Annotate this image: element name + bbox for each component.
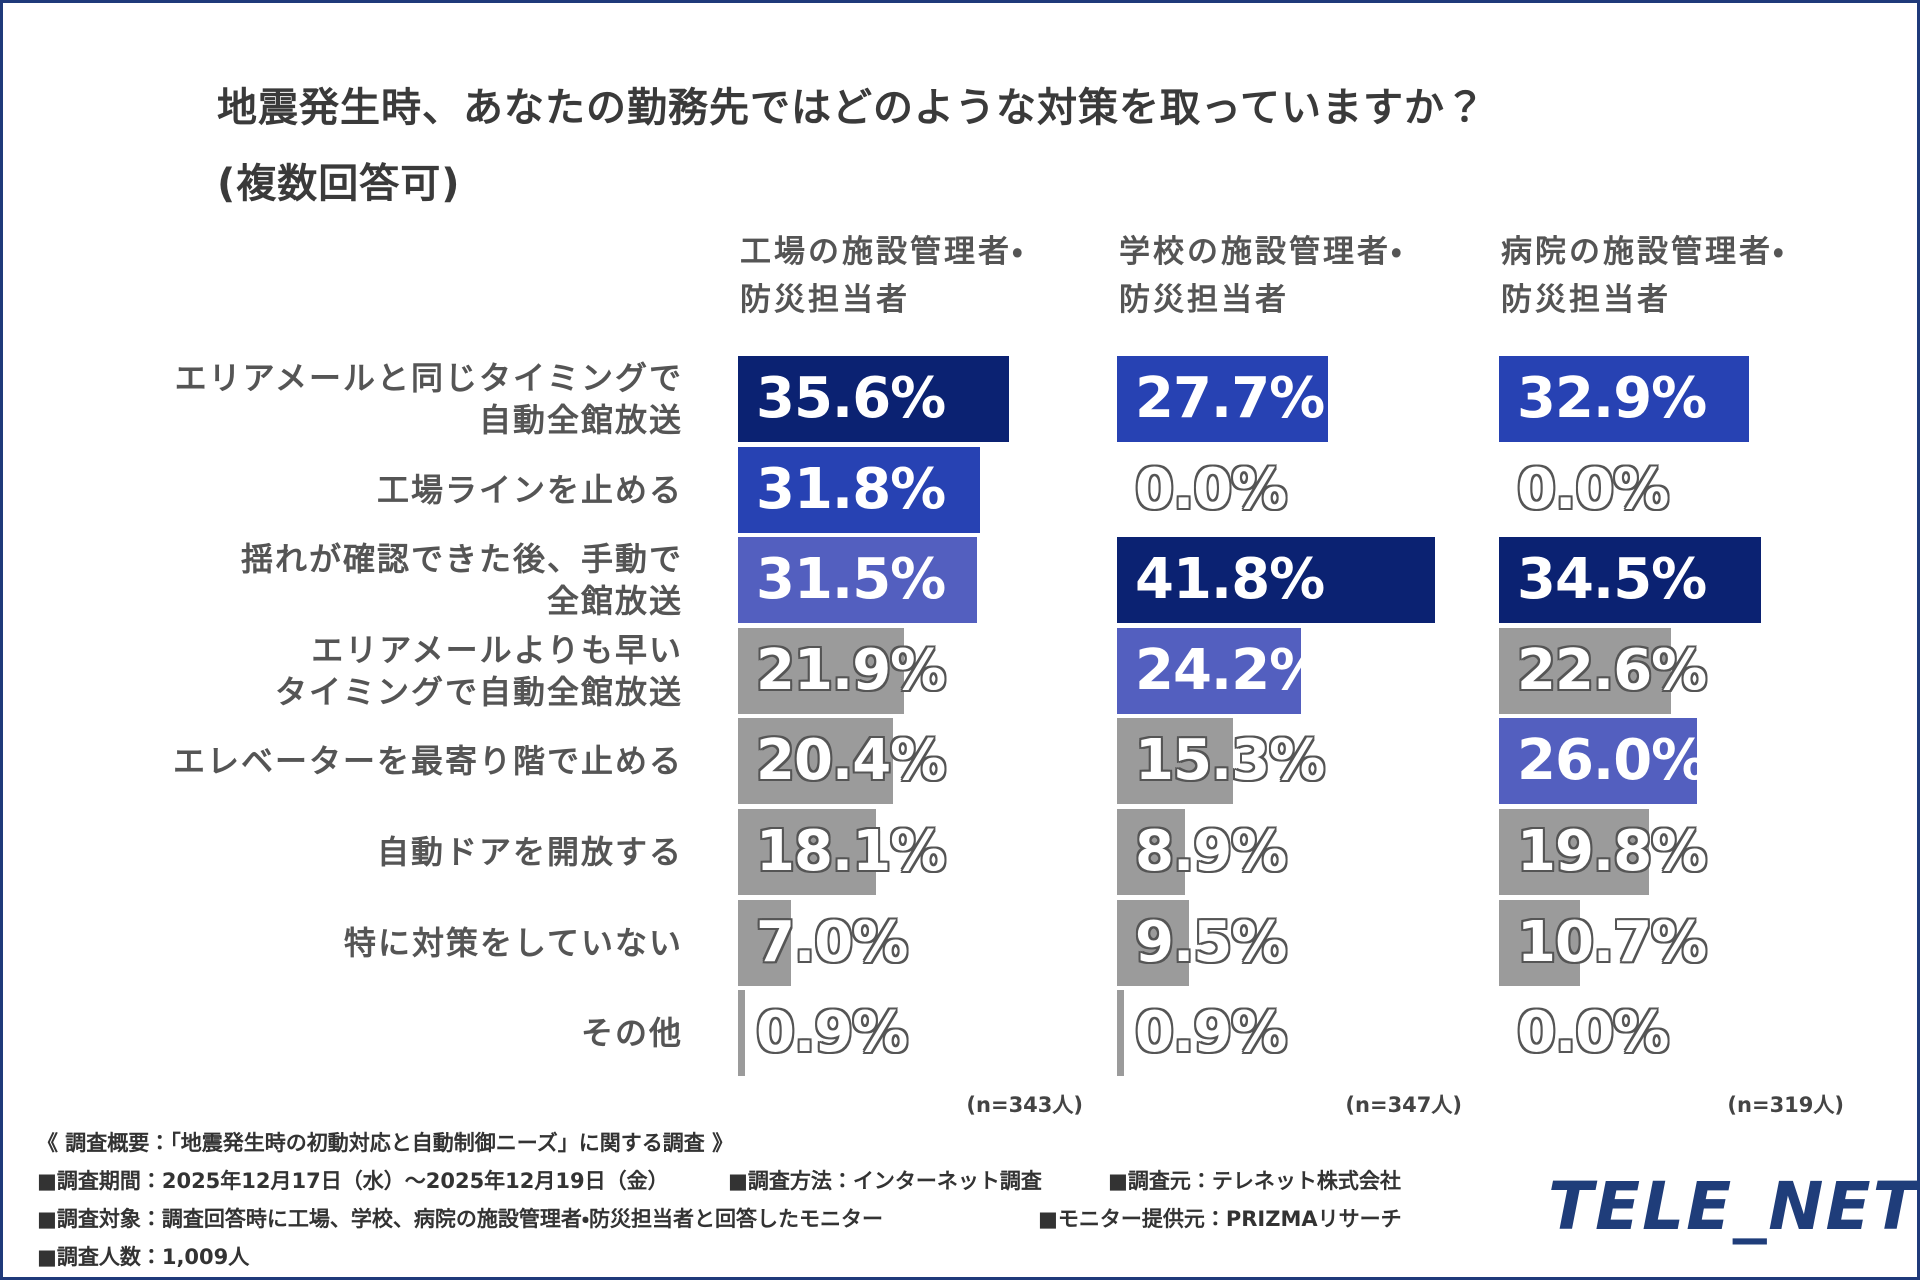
chart-title: 地震発生時、あなたの勤務先ではどのような対策を取っていますか？ bbox=[217, 85, 1486, 131]
bar bbox=[738, 446, 980, 533]
value-label: 0.0% bbox=[1135, 456, 1287, 522]
footer-item: ■調査期間：2025年12月17日（水）～2025年12月19日（金） bbox=[37, 1169, 669, 1193]
bar bbox=[738, 718, 894, 805]
value-label: 27.7% bbox=[1135, 366, 1325, 431]
bar bbox=[738, 356, 1009, 442]
category-label: エリアメールと同じタイミングで 自動全館放送 bbox=[174, 359, 683, 439]
value-label: 0.9% bbox=[756, 1000, 908, 1066]
value-label: 41.8% bbox=[1135, 547, 1325, 613]
value-label: 0.9% bbox=[1135, 1000, 1287, 1066]
sample-size-note: (n=347人) bbox=[1345, 1093, 1462, 1117]
value-label: 9.5% bbox=[1135, 909, 1287, 975]
category-label: 自動ドアを開放する bbox=[376, 833, 683, 871]
category-label: その他 bbox=[580, 1014, 683, 1053]
bar bbox=[1499, 899, 1581, 986]
value-label: 35.6% bbox=[756, 366, 946, 431]
bar bbox=[1117, 809, 1185, 895]
bar bbox=[738, 990, 745, 1077]
bar bbox=[1499, 537, 1762, 624]
logo: TELE_NET bbox=[1548, 1168, 1920, 1245]
bar bbox=[1117, 990, 1124, 1077]
value-label: 24.2% bbox=[1135, 637, 1325, 703]
value-label: 0.0% bbox=[1517, 456, 1669, 522]
bar bbox=[1499, 356, 1750, 442]
footer-heading: 《 調査概要：「地震発生時の初動対応と自動制御ニーズ」に関する調査 》 bbox=[37, 1131, 734, 1155]
panel-header: 学校の施設管理者・ 防災担当者 bbox=[1119, 234, 1405, 318]
bar bbox=[1117, 899, 1190, 986]
bar bbox=[1117, 627, 1301, 714]
value-label: 31.5% bbox=[756, 547, 946, 613]
panel-header: 病院の施設管理者・ 防災担当者 bbox=[1501, 234, 1787, 318]
value-label: 31.8% bbox=[756, 456, 946, 522]
footer-item: ■モニター提供元：PRIZMAリサーチ bbox=[1038, 1207, 1402, 1231]
bar bbox=[738, 809, 876, 895]
bar bbox=[1499, 627, 1671, 714]
bar bbox=[738, 899, 792, 986]
category-label: エリアメールよりも早い タイミングで自動全館放送 bbox=[274, 630, 683, 711]
value-label: 8.9% bbox=[1135, 819, 1287, 884]
footer-item: ■調査人数：1,009人 bbox=[37, 1245, 250, 1269]
bar bbox=[738, 537, 978, 624]
bar bbox=[1499, 809, 1650, 895]
value-label: 34.5% bbox=[1517, 547, 1707, 613]
value-label: 20.4% bbox=[756, 728, 946, 794]
value-label: 22.6% bbox=[1517, 637, 1707, 703]
category-label: 揺れが確認できた後、手動で 全館放送 bbox=[240, 540, 683, 621]
category-label: 工場ラインを止める bbox=[376, 470, 683, 509]
value-label: 7.0% bbox=[756, 909, 908, 975]
chart-subtitle: (複数回答可) bbox=[217, 161, 461, 207]
bar bbox=[1499, 718, 1697, 805]
category-label: エレベーターを最寄り階で止める bbox=[172, 742, 683, 781]
panel-header: 工場の施設管理者・ 防災担当者 bbox=[740, 234, 1026, 318]
value-label: 10.7% bbox=[1517, 909, 1707, 975]
bar bbox=[1117, 718, 1234, 805]
sample-size-note: (n=319人) bbox=[1727, 1093, 1844, 1117]
value-label: 26.0% bbox=[1517, 728, 1707, 794]
value-label: 32.9% bbox=[1517, 366, 1707, 431]
footer-item: ■調査方法：インターネット調査 bbox=[728, 1169, 1042, 1193]
category-label: 特に対策をしていない bbox=[343, 923, 683, 962]
footer-item: ■調査元：テレネット株式会社 bbox=[1108, 1169, 1401, 1193]
value-label: 18.1% bbox=[756, 819, 946, 884]
value-label: 15.3% bbox=[1135, 728, 1325, 794]
footer-item: ■調査対象：調査回答時に工場、学校、病院の施設管理者・防災担当者と回答したモニタ… bbox=[37, 1207, 883, 1231]
sample-size-note: (n=343人) bbox=[966, 1093, 1083, 1117]
bar bbox=[1117, 537, 1435, 624]
value-label: 0.0% bbox=[1517, 1000, 1669, 1066]
value-label: 21.9% bbox=[756, 637, 946, 703]
bar bbox=[1117, 356, 1328, 442]
bar bbox=[738, 627, 905, 714]
value-label: 19.8% bbox=[1517, 819, 1707, 884]
